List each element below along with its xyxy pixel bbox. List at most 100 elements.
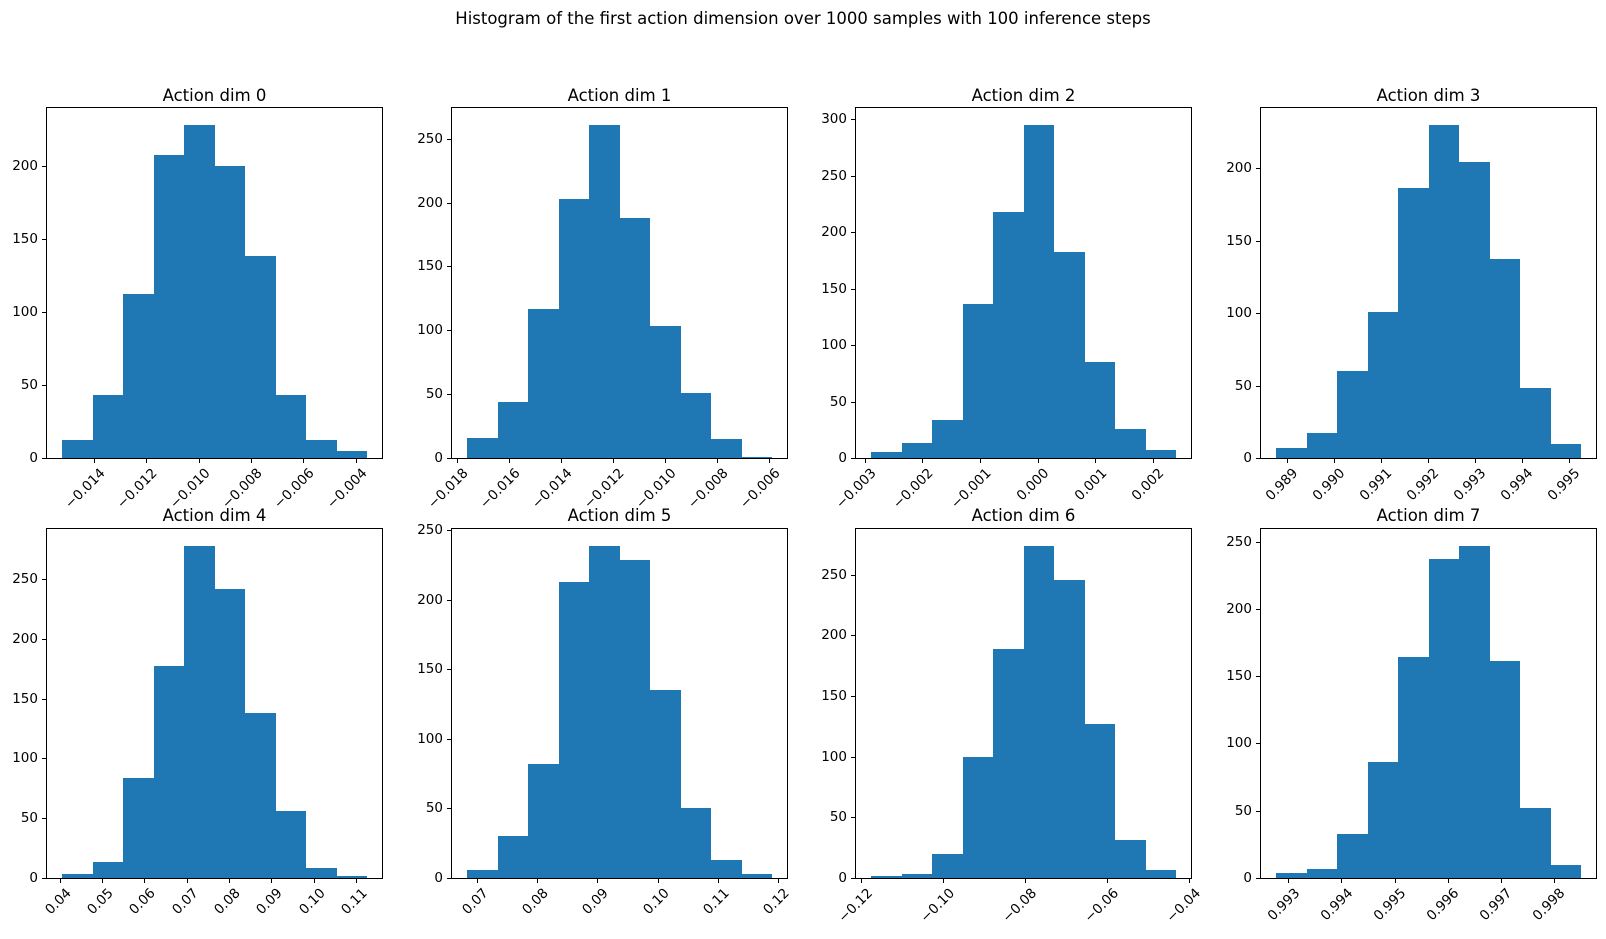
y-tick-label: 50 bbox=[425, 386, 443, 403]
x-tick-label: 0.998 bbox=[1529, 885, 1569, 924]
x-tick-mark bbox=[1381, 459, 1383, 463]
histogram-bar bbox=[558, 581, 590, 878]
y-tick-mark bbox=[447, 530, 451, 532]
figure-suptitle: Histogram of the first action dimension … bbox=[455, 9, 1151, 28]
histogram-bar bbox=[1337, 371, 1368, 458]
subplot-action-dim-3: Action dim 3 0 50 100 150 200 0.989 0.990 0.991 0… bbox=[1226, 85, 1597, 517]
histogram-bar bbox=[1053, 579, 1085, 878]
histogram-bar bbox=[1276, 872, 1308, 878]
y-tick-mark bbox=[851, 232, 855, 233]
subplot-action-dim-0: Action dim 0 0 50 100 150 200 −0.014 −0.012 −0.0… bbox=[12, 85, 383, 517]
x-tick-mark bbox=[778, 879, 780, 883]
y-tick-mark bbox=[42, 458, 46, 459]
histogram-bar bbox=[336, 450, 367, 458]
x-tick-mark bbox=[1475, 459, 1477, 463]
x-tick-label: 0.000 bbox=[1013, 465, 1053, 504]
histogram-bar bbox=[1084, 361, 1116, 458]
plot-area: 0 50 100 150 200 250 −0.12 −0.10 −0.08 −0.06 −0.04 bbox=[821, 528, 1204, 926]
histogram-bar bbox=[741, 456, 772, 458]
histogram-bar bbox=[244, 256, 276, 458]
y-tick-label: 150 bbox=[821, 688, 847, 705]
histogram-bar bbox=[710, 859, 742, 878]
x-tick-mark bbox=[1287, 459, 1289, 463]
y-tick-mark bbox=[447, 599, 451, 601]
histogram-bar bbox=[528, 763, 559, 878]
y-tick-mark bbox=[1256, 676, 1260, 678]
y-tick-mark bbox=[447, 669, 451, 671]
y-tick-mark bbox=[851, 756, 855, 758]
y-tick-mark bbox=[851, 345, 855, 346]
x-tick-label: 0.09 bbox=[579, 885, 613, 918]
histogram-bar bbox=[1145, 869, 1176, 878]
x-tick-label: 0.994 bbox=[1317, 885, 1357, 924]
y-tick-label: 200 bbox=[12, 630, 38, 647]
subplot-title: Action dim 4 bbox=[162, 506, 267, 525]
histogram-bar bbox=[649, 690, 681, 878]
subplot-title: Action dim 6 bbox=[971, 506, 1076, 525]
plot-area: 0 50 100 150 200 250 0.04 0.05 0.06 0.07 0.08 0.09 0… bbox=[12, 528, 383, 918]
y-tick-mark bbox=[447, 458, 451, 459]
x-tick-mark bbox=[144, 879, 146, 883]
x-tick-mark bbox=[716, 459, 718, 463]
x-tick-label: 0.995 bbox=[1370, 885, 1410, 924]
histogram-bar bbox=[589, 124, 620, 458]
x-tick-mark bbox=[537, 879, 539, 883]
histogram-bar bbox=[932, 419, 963, 458]
x-tick-label: 0.995 bbox=[1544, 465, 1584, 504]
histogram-bar bbox=[528, 308, 559, 458]
y-tick-label: 150 bbox=[417, 661, 443, 678]
plot-area: 0 50 100 150 200 250 0.07 0.08 0.09 0.10 0.11 0.12 bbox=[417, 523, 793, 918]
y-tick-mark bbox=[1256, 878, 1260, 879]
y-tick-label: 50 bbox=[1234, 802, 1252, 819]
y-tick-label: 100 bbox=[821, 748, 847, 765]
plot-area: 0 50 100 150 200 250 0.993 0.994 0.995 0.996 0.997… bbox=[1226, 528, 1597, 924]
y-tick-label: 200 bbox=[821, 224, 847, 240]
subplot-action-dim-6: Action dim 6 0 50 100 150 200 250 −0.12 −0.10 −0.… bbox=[821, 505, 1204, 936]
y-tick-label: 50 bbox=[425, 800, 443, 817]
x-tick-label: 0.08 bbox=[211, 885, 244, 918]
y-tick-label: 0 bbox=[838, 450, 847, 466]
y-tick-mark bbox=[851, 458, 855, 459]
y-tick-mark bbox=[42, 579, 46, 581]
histogram-bar bbox=[1053, 252, 1085, 458]
x-tick-label: 0.994 bbox=[1497, 465, 1537, 504]
x-tick-label: 0.11 bbox=[338, 885, 371, 918]
y-tick-label: 50 bbox=[1234, 377, 1252, 394]
histogram-bar bbox=[305, 868, 337, 878]
x-tick-mark bbox=[229, 879, 231, 883]
x-tick-mark bbox=[980, 459, 982, 463]
y-tick-mark bbox=[42, 758, 46, 760]
histogram-bar bbox=[1489, 661, 1521, 878]
histogram-bar bbox=[1367, 762, 1399, 878]
histogram-bar bbox=[1519, 808, 1551, 878]
y-tick-label: 200 bbox=[417, 591, 443, 608]
y-tick-mark bbox=[42, 878, 46, 879]
x-tick-mark bbox=[860, 879, 862, 883]
x-tick-mark bbox=[922, 459, 924, 463]
x-tick-label: 0.991 bbox=[1356, 465, 1396, 504]
histogram-bar bbox=[1276, 447, 1308, 458]
y-tick-label: 150 bbox=[1226, 668, 1252, 685]
y-tick-mark bbox=[851, 635, 855, 637]
histogram-bar bbox=[1337, 833, 1368, 878]
y-tick-mark bbox=[1256, 240, 1260, 242]
x-tick-label: 0.07 bbox=[458, 885, 492, 918]
y-tick-mark bbox=[42, 311, 46, 313]
y-tick-label: 100 bbox=[821, 337, 847, 353]
x-tick-mark bbox=[1189, 879, 1191, 883]
x-tick-mark bbox=[355, 459, 357, 463]
y-tick-mark bbox=[447, 202, 451, 204]
subplot-action-dim-2: Action dim 2 0 50 100 150 200 250 300 −0.003 −0.0… bbox=[821, 85, 1192, 517]
histogram-bar bbox=[497, 836, 529, 878]
x-tick-mark bbox=[476, 879, 478, 883]
x-tick-label: 0.992 bbox=[1403, 465, 1443, 504]
x-tick-label: −0.06 bbox=[1081, 885, 1122, 926]
histogram-bar bbox=[1519, 388, 1551, 458]
y-tick-mark bbox=[851, 878, 855, 879]
x-tick-mark bbox=[509, 459, 511, 463]
histogram-bar bbox=[123, 294, 154, 458]
histogram-bar bbox=[1458, 545, 1490, 878]
x-tick-label: 0.001 bbox=[1071, 465, 1110, 504]
subplot-title: Action dim 2 bbox=[971, 86, 1076, 105]
y-tick-label: 0 bbox=[434, 870, 443, 886]
